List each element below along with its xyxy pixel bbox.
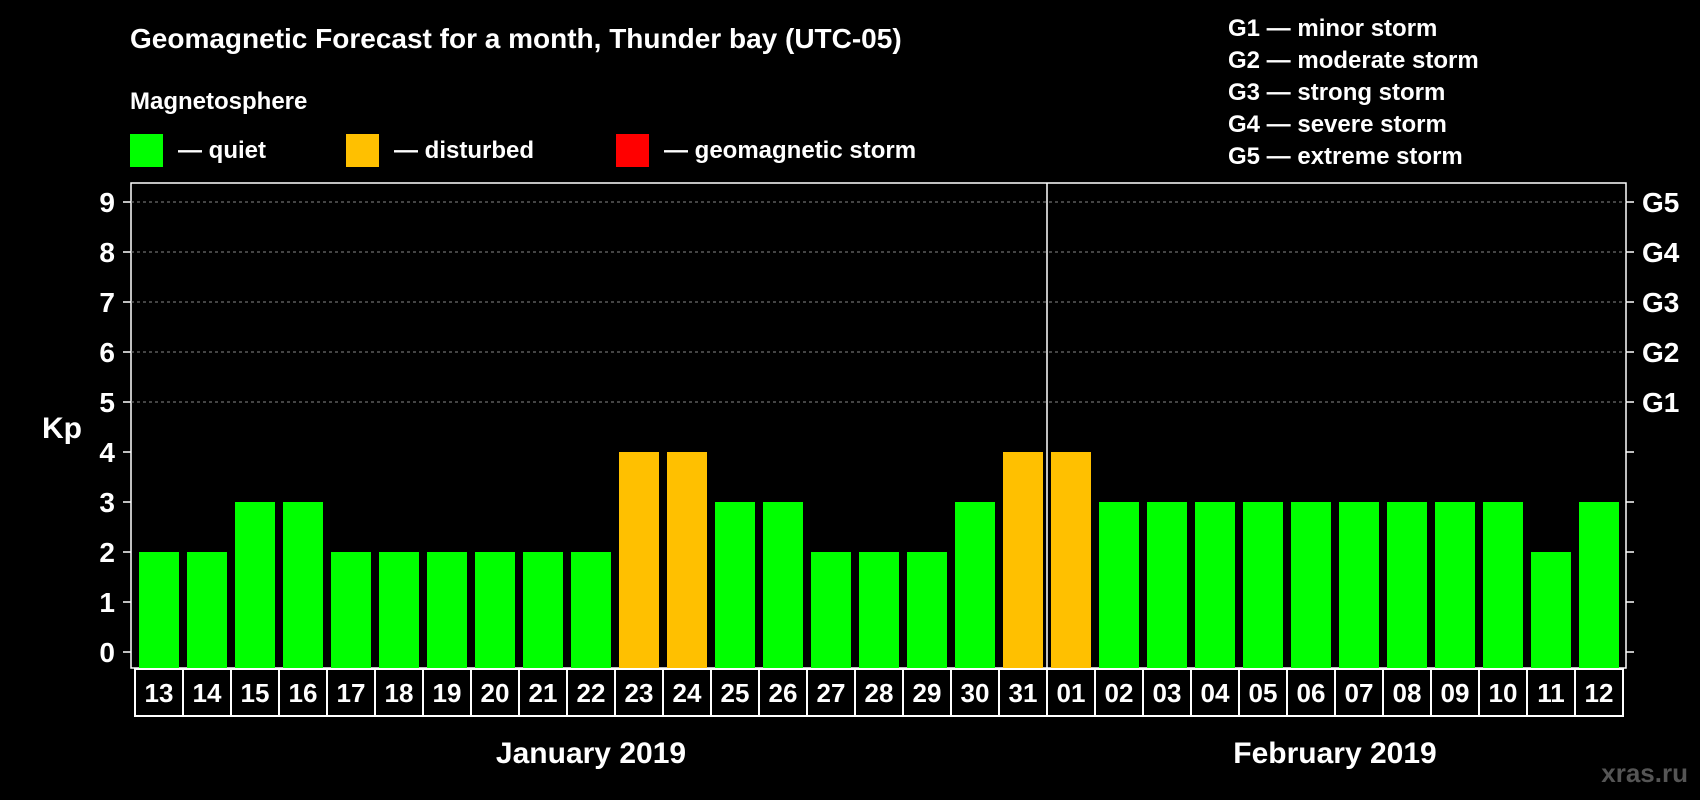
x-tick-label: 24: [673, 678, 702, 708]
y-tick-label: 3: [99, 487, 115, 518]
x-tick-label: 05: [1249, 678, 1278, 708]
legend-swatch-storm: [616, 134, 649, 167]
y-tick-label: 7: [99, 287, 115, 318]
bar: [1339, 502, 1379, 668]
bar: [811, 552, 851, 668]
x-tick-label: 27: [817, 678, 846, 708]
bar: [331, 552, 371, 668]
x-tick-label: 09: [1441, 678, 1470, 708]
bar: [715, 502, 755, 668]
bar: [523, 552, 563, 668]
x-tick-label: 11: [1537, 678, 1565, 708]
watermark: xras.ru: [1601, 758, 1688, 788]
x-tick-label: 08: [1393, 678, 1422, 708]
y-tick-label: 0: [99, 637, 115, 668]
x-tick-label: 26: [769, 678, 798, 708]
x-tick-label: 29: [913, 678, 942, 708]
x-tick-label: 17: [337, 678, 366, 708]
x-tick-label: 31: [1009, 678, 1038, 708]
x-tick-label: 13: [145, 678, 174, 708]
g-level-label: G4: [1642, 237, 1680, 268]
x-tick-label: 02: [1105, 678, 1134, 708]
x-tick-label: 01: [1057, 678, 1086, 708]
bar: [1243, 502, 1283, 668]
g-scale-g5: G5 — extreme storm: [1228, 143, 1463, 170]
g-scale-g4: G4 — severe storm: [1228, 111, 1447, 138]
y-axis-label: Kp: [42, 412, 82, 445]
bar: [1099, 502, 1139, 668]
legend-swatch-disturbed: [346, 134, 379, 167]
legend-label-quiet: — quiet: [178, 137, 266, 164]
chart-title: Geomagnetic Forecast for a month, Thunde…: [130, 23, 902, 54]
g-level-label: G3: [1642, 287, 1679, 318]
bar: [763, 502, 803, 668]
x-tick-label: 04: [1201, 678, 1230, 708]
y-tick-label: 4: [99, 437, 115, 468]
bar: [1387, 502, 1427, 668]
bar: [1195, 502, 1235, 668]
legend-swatch-quiet: [130, 134, 163, 167]
x-tick-label: 18: [385, 678, 414, 708]
bar: [1147, 502, 1187, 668]
bar: [1051, 452, 1091, 668]
x-tick-label: 06: [1297, 678, 1326, 708]
x-tick-label: 22: [577, 678, 606, 708]
bar: [907, 552, 947, 668]
bar: [1483, 502, 1523, 668]
bar: [187, 552, 227, 668]
bar: [235, 502, 275, 668]
bar: [1003, 452, 1043, 668]
month-label: February 2019: [1233, 737, 1436, 770]
bar: [427, 552, 467, 668]
x-tick-label: 30: [961, 678, 990, 708]
x-tick-label: 16: [289, 678, 318, 708]
x-tick-label: 15: [241, 678, 270, 708]
x-tick-label: 07: [1345, 678, 1374, 708]
legend-label-storm: — geomagnetic storm: [664, 137, 916, 164]
bar: [1291, 502, 1331, 668]
legend-title: Magnetosphere: [130, 88, 307, 115]
x-tick-label: 03: [1153, 678, 1182, 708]
g-scale-g3: G3 — strong storm: [1228, 79, 1445, 106]
bar: [859, 552, 899, 668]
bar: [139, 552, 179, 668]
x-tick-label: 14: [193, 678, 222, 708]
g-scale-g1: G1 — minor storm: [1228, 15, 1437, 42]
x-tick-label: 28: [865, 678, 894, 708]
y-tick-label: 2: [99, 537, 115, 568]
bar: [379, 552, 419, 668]
g-level-label: G1: [1642, 387, 1679, 418]
date-axis-frame: [134, 668, 1624, 717]
bar: [955, 502, 995, 668]
bar: [667, 452, 707, 668]
x-tick-label: 12: [1585, 678, 1614, 708]
y-tick-label: 6: [99, 337, 115, 368]
bar: [1531, 552, 1571, 668]
y-tick-label: 5: [99, 387, 115, 418]
y-tick-label: 9: [99, 187, 115, 218]
x-tick-label: 25: [721, 678, 750, 708]
y-tick-label: 1: [99, 587, 115, 618]
x-tick-label: 23: [625, 678, 654, 708]
g-level-label: G2: [1642, 337, 1679, 368]
bar: [1579, 502, 1619, 668]
x-tick-label: 10: [1489, 678, 1518, 708]
month-label: January 2019: [496, 737, 686, 770]
bar: [571, 552, 611, 668]
bar: [619, 452, 659, 668]
bar: [475, 552, 515, 668]
bar: [283, 502, 323, 668]
x-tick-label: 21: [529, 678, 558, 708]
legend-label-disturbed: — disturbed: [394, 137, 534, 164]
g-level-label: G5: [1642, 187, 1679, 218]
y-tick-label: 8: [99, 237, 115, 268]
x-tick-label: 19: [433, 678, 462, 708]
x-tick-label: 20: [481, 678, 510, 708]
g-scale-g2: G2 — moderate storm: [1228, 47, 1479, 74]
bar: [1435, 502, 1475, 668]
